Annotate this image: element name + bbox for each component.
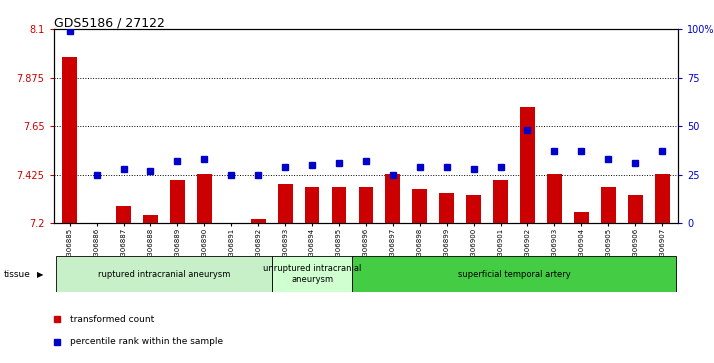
Bar	[170, 180, 185, 223]
Bar	[331, 187, 346, 223]
Bar	[601, 187, 615, 223]
Bar	[466, 195, 481, 223]
Text: GDS5186 / 27122: GDS5186 / 27122	[54, 16, 164, 29]
Text: unruptured intracranial
aneurysm: unruptured intracranial aneurysm	[263, 264, 361, 284]
Text: tissue: tissue	[4, 270, 31, 278]
Text: ▶: ▶	[37, 270, 44, 278]
Text: superficial temporal artery: superficial temporal artery	[458, 270, 570, 278]
Bar	[413, 189, 427, 223]
Bar	[493, 180, 508, 223]
Bar	[353, 256, 675, 292]
Bar	[386, 174, 401, 223]
Bar	[62, 57, 77, 223]
Bar	[574, 212, 589, 223]
Bar	[655, 174, 670, 223]
Bar	[143, 215, 158, 223]
Text: percentile rank within the sample: percentile rank within the sample	[69, 337, 223, 346]
Bar	[197, 174, 212, 223]
Bar	[56, 256, 271, 292]
Bar	[439, 193, 454, 223]
Text: ruptured intracranial aneurysm: ruptured intracranial aneurysm	[98, 270, 230, 278]
Bar	[547, 174, 562, 223]
Bar	[520, 107, 535, 223]
Bar	[251, 219, 266, 223]
Bar	[116, 206, 131, 223]
Bar	[271, 256, 353, 292]
Bar	[358, 187, 373, 223]
Bar	[305, 187, 319, 223]
Bar	[628, 195, 643, 223]
Bar	[278, 184, 293, 223]
Text: transformed count: transformed count	[69, 315, 154, 324]
